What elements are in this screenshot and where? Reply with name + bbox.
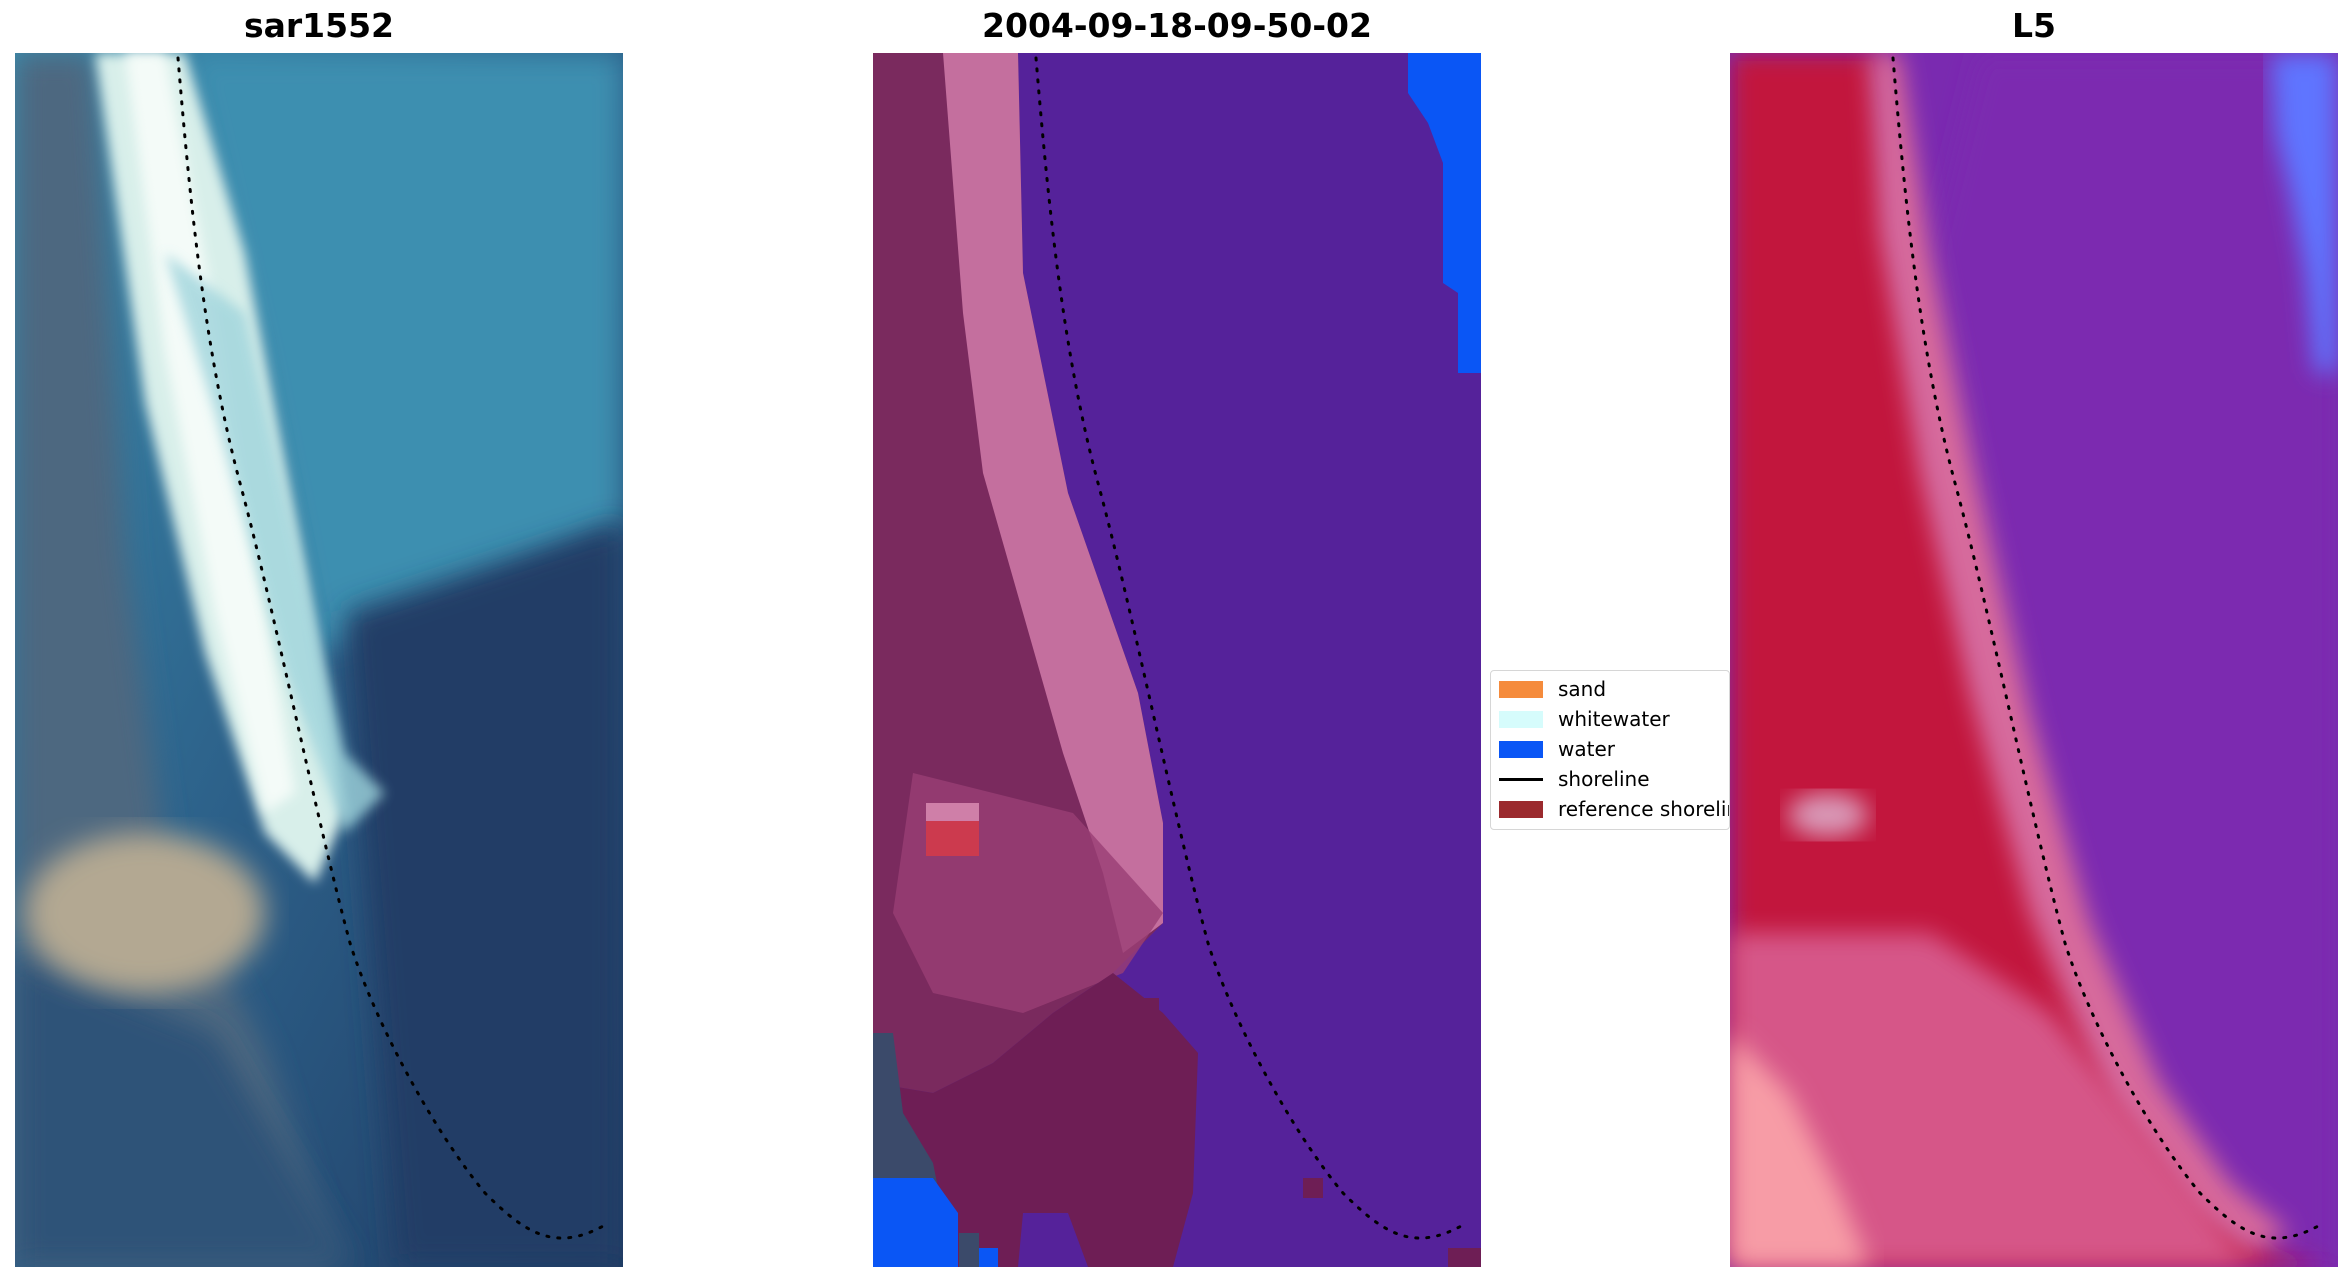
legend: sand whitewater water shoreline referenc… bbox=[1490, 670, 1730, 830]
index-panel bbox=[1730, 53, 2338, 1267]
panel-title-classification: 2004-09-18-09-50-02 bbox=[982, 6, 1372, 45]
legend-item-whitewater: whitewater bbox=[1499, 706, 1670, 732]
legend-label-water: water bbox=[1558, 737, 1615, 761]
legend-label-sand: sand bbox=[1558, 677, 1607, 701]
legend-item-shoreline: shoreline bbox=[1499, 766, 1650, 792]
index-image bbox=[1730, 53, 2338, 1267]
classification-panel bbox=[873, 53, 1481, 1267]
shoreline-line-swatch bbox=[1499, 777, 1543, 781]
legend-item-sand: sand bbox=[1499, 676, 1606, 702]
panel-title-rgb: sar1552 bbox=[243, 6, 395, 45]
legend-label-whitewater: whitewater bbox=[1558, 707, 1670, 731]
whitewater-swatch bbox=[1499, 710, 1543, 728]
shoreline-dots-1 bbox=[176, 56, 607, 1240]
legend-label-reference-shoreline: reference shoreline bbox=[1558, 797, 1729, 821]
rgb-image-panel bbox=[15, 53, 623, 1267]
shoreline-dots-3 bbox=[1891, 56, 2322, 1240]
water-swatch bbox=[1499, 740, 1543, 758]
classification-image bbox=[873, 53, 1481, 1267]
legend-item-reference-shoreline: reference shoreline bbox=[1499, 796, 1729, 822]
panel-title-index: L5 bbox=[2012, 6, 2056, 45]
legend-item-water: water bbox=[1499, 736, 1615, 762]
sand-swatch bbox=[1499, 680, 1543, 698]
shoreline-dots-2 bbox=[1034, 56, 1465, 1240]
reference-shoreline-swatch bbox=[1499, 800, 1543, 818]
rgb-image bbox=[15, 53, 623, 1267]
legend-label-shoreline: shoreline bbox=[1558, 767, 1650, 791]
